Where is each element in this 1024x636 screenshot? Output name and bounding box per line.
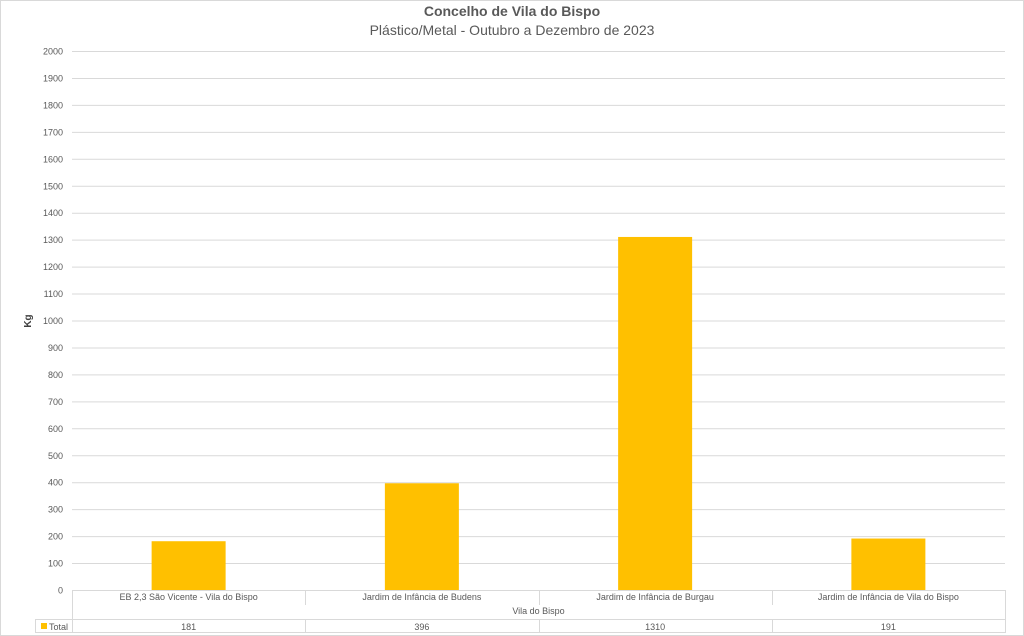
- data-table-value: 181: [181, 622, 196, 632]
- y-tick-label: 1800: [43, 100, 63, 110]
- y-tick-label: 1600: [43, 154, 63, 164]
- y-axis-label: Kg: [23, 314, 34, 327]
- chart-title: Concelho de Vila do Bispo: [424, 3, 600, 19]
- y-tick-label: 1400: [43, 208, 63, 218]
- y-tick-label: 400: [48, 478, 63, 488]
- legend-key: [41, 623, 47, 629]
- legend-label: Total: [49, 622, 68, 632]
- y-tick-label: 200: [48, 532, 63, 542]
- y-tick-label: 1500: [43, 181, 63, 191]
- y-tick-label: 100: [48, 559, 63, 569]
- x-category-label: EB 2,3 São Vicente - Vila do Bispo: [119, 592, 257, 602]
- y-tick-label: 0: [58, 586, 63, 596]
- y-tick-label: 2000: [43, 47, 63, 57]
- bar: [851, 538, 926, 590]
- y-tick-label: 1200: [43, 262, 63, 272]
- bar: [618, 236, 693, 590]
- y-tick-label: 300: [48, 505, 63, 515]
- data-table-value: 1310: [645, 622, 665, 632]
- x-category-label: Jardim de Infância de Budens: [362, 592, 482, 602]
- y-tick-label: 600: [48, 424, 63, 434]
- x-category-label: Jardim de Infância de Burgau: [596, 592, 714, 602]
- data-table-value: 191: [881, 622, 896, 632]
- y-tick-label: 1300: [43, 235, 63, 245]
- bar: [151, 541, 226, 590]
- x-category-label: Jardim de Infância de Vila do Bispo: [818, 592, 959, 602]
- y-tick-label: 1100: [44, 289, 63, 299]
- x-group-label: Vila do Bispo: [512, 606, 564, 616]
- y-tick-label: 500: [48, 451, 63, 461]
- bar: [384, 483, 459, 590]
- chart-subtitle: Plástico/Metal - Outubro a Dezembro de 2…: [370, 22, 655, 38]
- y-tick-label: 1700: [43, 127, 63, 137]
- data-table-value: 396: [414, 622, 429, 632]
- y-tick-label: 1000: [43, 316, 63, 326]
- y-tick-label: 900: [48, 343, 63, 353]
- y-tick-label: 1900: [43, 73, 63, 83]
- y-tick-label: 800: [48, 370, 63, 380]
- y-tick-label: 700: [48, 397, 63, 407]
